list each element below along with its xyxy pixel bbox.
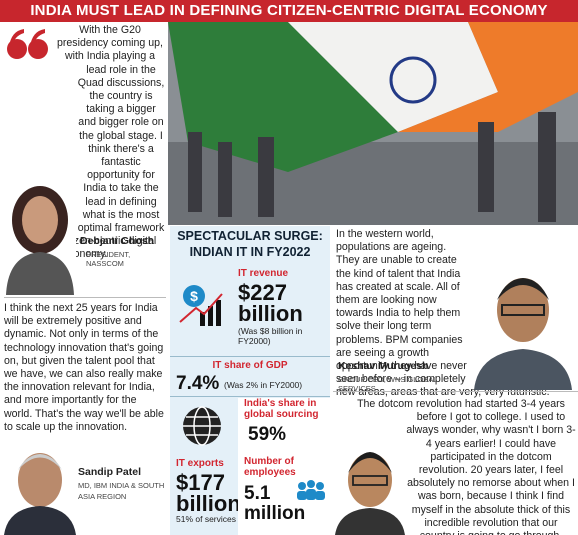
revenue-icon: $ xyxy=(179,285,223,326)
quote-text: With the G20 presidency coming up, with … xyxy=(4,24,166,260)
quote-mark xyxy=(7,29,48,59)
speaker-name: Debjani Ghosh xyxy=(80,235,155,247)
divider xyxy=(170,356,330,357)
stat-label: IT revenue xyxy=(238,268,289,279)
stat-value: 59% xyxy=(248,424,287,445)
speaker-role: MD, IBM INDIA & SOUTH ASIA REGION xyxy=(78,481,165,501)
stat-note: (Was $8 billion in FY2000) xyxy=(238,326,303,346)
divider xyxy=(333,391,578,392)
portrait xyxy=(474,278,572,390)
stat-value: 7.4% xyxy=(176,373,220,394)
portrait xyxy=(335,452,405,535)
stat-value: $227 billion xyxy=(238,280,303,326)
rally-photo xyxy=(168,22,578,225)
svg-text:$: $ xyxy=(190,288,198,304)
globe-icon xyxy=(183,406,221,446)
people-icon xyxy=(297,480,325,500)
stat-label: India's share in global sourcing xyxy=(244,398,319,420)
stat-value: $177 billion xyxy=(176,470,241,516)
headline: INDIA MUST LEAD IN DEFINING CITIZEN-CENT… xyxy=(0,0,578,22)
divider xyxy=(4,297,166,298)
stat-box xyxy=(238,398,330,454)
title-line: SPECTACULAR SURGE: xyxy=(177,229,323,243)
stat-note: 51% of services xyxy=(176,514,236,524)
stat-label: IT exports xyxy=(176,458,224,469)
stat-label: IT share of GDP xyxy=(212,360,288,371)
stat-value: 5.1 million xyxy=(244,483,306,524)
quote-text: I think the next 25 years for India will… xyxy=(4,302,164,433)
title-line: INDIAN IT IN FY2022 xyxy=(189,245,311,259)
infographic-title: SPECTACULAR SURGE: INDIAN IT IN FY2022 xyxy=(170,228,330,260)
quote-body: The dotcom revolution had started 3-4 ye… xyxy=(357,398,576,535)
speaker-role: PRESIDENT, NASSCOM xyxy=(86,250,131,268)
divider xyxy=(170,396,330,397)
quote-body: With the G20 presidency coming up, with … xyxy=(13,24,165,261)
portrait xyxy=(4,453,76,535)
stat-label: Number of employees xyxy=(244,456,296,478)
stat-note: (Was 2% in FY2000) xyxy=(224,380,303,390)
speaker-role: GROUP CEO, WNS GLOBAL SERVICES xyxy=(338,375,438,393)
portrait xyxy=(4,170,76,295)
quote-text: The dotcom revolution had started 3-4 ye… xyxy=(336,398,576,535)
speaker-name: Keshav Murugesh xyxy=(338,360,429,372)
speaker-name: Sandip Patel xyxy=(78,466,142,478)
